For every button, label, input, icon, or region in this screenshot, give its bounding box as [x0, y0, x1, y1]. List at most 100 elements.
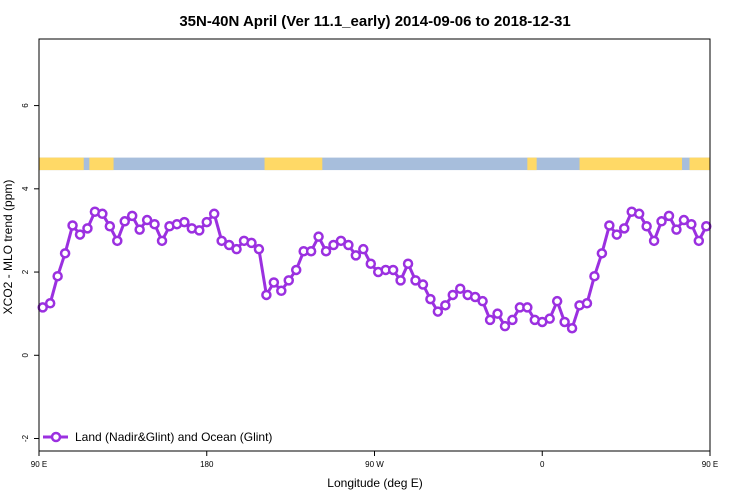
x-tick-label: 90 E — [702, 460, 718, 469]
data-point — [67, 220, 78, 231]
y-tick-label: -2 — [21, 434, 30, 442]
data-point — [402, 258, 414, 269]
data-point — [194, 225, 205, 236]
land-band — [264, 157, 323, 171]
data-point — [395, 275, 406, 286]
data-point — [425, 293, 436, 305]
data-point — [656, 216, 667, 227]
data-point — [484, 314, 496, 326]
data-point — [126, 210, 138, 222]
land-band — [89, 157, 114, 171]
data-point — [290, 264, 302, 276]
data-point — [432, 306, 444, 317]
data-point — [663, 210, 675, 222]
data-point — [112, 235, 123, 247]
data-point — [559, 316, 570, 328]
data-point — [343, 239, 354, 251]
data-point — [417, 279, 429, 290]
data-point — [74, 229, 86, 240]
data-point — [350, 250, 362, 261]
legend-marker — [50, 431, 62, 443]
data-point — [156, 235, 168, 247]
data-point — [365, 258, 377, 269]
data-point — [335, 235, 347, 247]
ocean-band — [39, 157, 710, 171]
land-ocean-strip — [39, 157, 710, 171]
data-point — [52, 270, 63, 282]
legend: Land (Nadir&Glint) and Ocean (Glint) — [43, 430, 272, 444]
data-point — [589, 270, 600, 282]
data-point — [633, 208, 645, 220]
data-point — [410, 275, 421, 286]
y-tick-label: 0 — [21, 353, 30, 358]
data-point — [387, 264, 399, 276]
data-point — [544, 313, 555, 324]
data-point — [581, 298, 593, 309]
data-point — [119, 216, 130, 227]
data-point — [358, 243, 369, 255]
data-point — [619, 223, 630, 234]
data-point — [59, 248, 71, 259]
data-point — [149, 218, 160, 230]
data-point — [328, 239, 339, 251]
data-point — [231, 243, 242, 255]
data-point — [686, 218, 697, 230]
data-point — [82, 223, 93, 234]
x-axis-label: Longitude (deg E) — [327, 476, 422, 490]
data-point — [141, 214, 153, 226]
data-point — [604, 220, 615, 231]
data-point — [641, 221, 652, 232]
data-point — [440, 300, 451, 311]
data-point — [97, 208, 108, 220]
x-tick-label: 90 W — [365, 460, 384, 469]
x-tick-label: 0 — [540, 460, 545, 469]
data-point — [447, 289, 459, 301]
chart-title: 35N-40N April (Ver 11.1_early) 2014-09-0… — [179, 13, 570, 30]
data-point — [671, 224, 682, 235]
data-point — [261, 289, 272, 301]
y-tick-label: 4 — [21, 186, 30, 191]
data-point — [499, 320, 511, 332]
x-tick-label: 180 — [200, 460, 214, 469]
data-point — [276, 285, 287, 297]
data-point — [208, 208, 220, 220]
data-point — [648, 235, 660, 247]
plot-frame — [38, 38, 711, 452]
data-point — [283, 275, 295, 286]
data-point — [216, 235, 227, 247]
data-point — [477, 295, 488, 307]
data-point — [253, 243, 265, 255]
data-point — [201, 216, 212, 228]
data-point — [566, 322, 578, 334]
data-point — [454, 283, 466, 294]
data-point — [305, 245, 317, 257]
legend-label: Land (Nadir&Glint) and Ocean (Glint) — [75, 430, 272, 444]
land-band — [579, 157, 683, 171]
data-point — [693, 235, 705, 247]
data-point — [246, 237, 257, 249]
land-band — [689, 157, 710, 171]
data-point — [678, 214, 690, 226]
data-point — [596, 248, 608, 259]
data-point — [551, 295, 563, 307]
data-point — [179, 216, 190, 228]
series-layer — [37, 206, 712, 334]
data-point — [104, 221, 116, 232]
data-point — [44, 298, 56, 309]
y-axis: -2 0 2 4 6 — [21, 103, 39, 442]
data-point — [469, 291, 481, 303]
data-point — [507, 314, 518, 326]
y-axis-label: XCO2 - MLO trend (ppm) — [1, 180, 15, 315]
data-point — [701, 221, 712, 232]
data-point — [522, 302, 533, 313]
y-tick-label: 2 — [21, 269, 30, 274]
x-tick-label: 90 E — [31, 460, 47, 469]
x-axis: 90 E 180 90 W 0 90 E — [31, 451, 718, 469]
data-point — [611, 229, 623, 240]
data-point — [313, 231, 324, 242]
data-point — [223, 239, 235, 251]
data-point — [320, 245, 332, 257]
data-point — [492, 308, 503, 319]
data-point — [134, 224, 145, 235]
